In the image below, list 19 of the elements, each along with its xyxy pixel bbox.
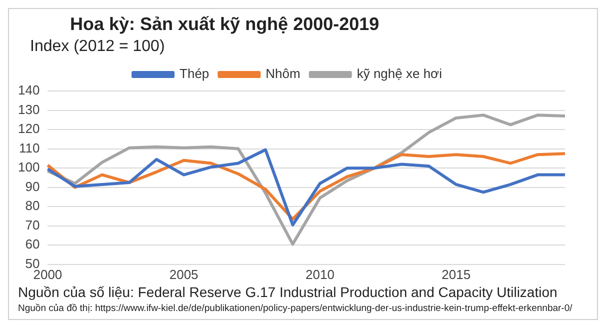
chart-title: Hoa kỳ: Sản xuất kỹ nghệ 2000-2019 [70, 14, 380, 35]
y-tick-label: 140 [18, 82, 40, 98]
chart-subtitle: Index (2012 = 100) [30, 38, 165, 56]
legend-label: Thép [180, 66, 210, 82]
y-tick-label: 120 [18, 121, 40, 136]
y-tick-label: 110 [18, 140, 40, 156]
legend-label: kỹ nghệ xe hơi [356, 66, 442, 82]
x-tick-label: 2015 [442, 266, 471, 282]
y-tick-label: 60 [25, 236, 40, 252]
x-tick-label: 2005 [169, 266, 198, 282]
y-tick-label: 130 [18, 102, 40, 117]
text: Nguồn của số liệu: Federal Reserve G.17 Industrial Production and Capacity Utilization [18, 284, 558, 300]
legend-label: Nhôm [266, 66, 300, 82]
text: Nguồn của đồ thị: https://www.ifw-kiel.de/de/publikationen/policy-papers/entwicklung-der-us-industrie-kein-trump-effekt-erkennbar-0/ [18, 303, 574, 314]
x-tick-label: 2010 [305, 266, 334, 282]
y-tick-label: 100 [18, 160, 40, 175]
y-tick-label: 70 [25, 217, 40, 232]
y-tick-label: 80 [25, 198, 40, 214]
y-tick-label: 90 [25, 178, 40, 194]
